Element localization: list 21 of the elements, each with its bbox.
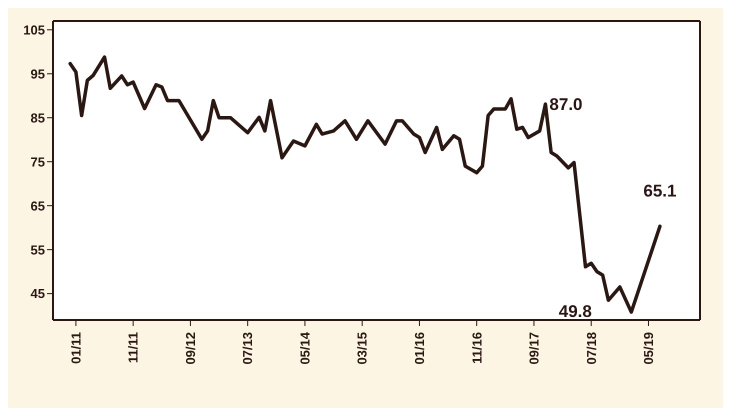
annotation: 65.1 [643, 181, 676, 200]
x-tick-label: 11/16 [469, 332, 484, 364]
x-tick-label: 01/16 [412, 332, 427, 365]
x-tick-label: 03/15 [354, 332, 370, 365]
x-tick-label: 07/13 [240, 332, 256, 365]
y-tick-label: 55 [30, 242, 45, 258]
y-tick-label: 105 [23, 22, 45, 38]
x-tick-label: 09/17 [526, 332, 542, 365]
y-tick-label: 65 [30, 198, 45, 214]
y-tick-label: 45 [30, 286, 45, 302]
x-tick-label: 07/18 [584, 332, 599, 365]
x-tick-label: 09/12 [182, 332, 198, 365]
x-tick-label: 11/11 [126, 332, 141, 364]
x-tick-label: 05/14 [297, 331, 312, 365]
x-tick-label: 01/11 [68, 332, 84, 364]
y-tick-label: 95 [30, 66, 45, 82]
y-tick-label: 75 [30, 154, 45, 170]
annotation: 87.0 [549, 95, 582, 114]
x-tick-label: 05/19 [641, 332, 656, 365]
annotation: 49.8 [558, 302, 592, 322]
y-tick-label: 85 [30, 110, 45, 126]
